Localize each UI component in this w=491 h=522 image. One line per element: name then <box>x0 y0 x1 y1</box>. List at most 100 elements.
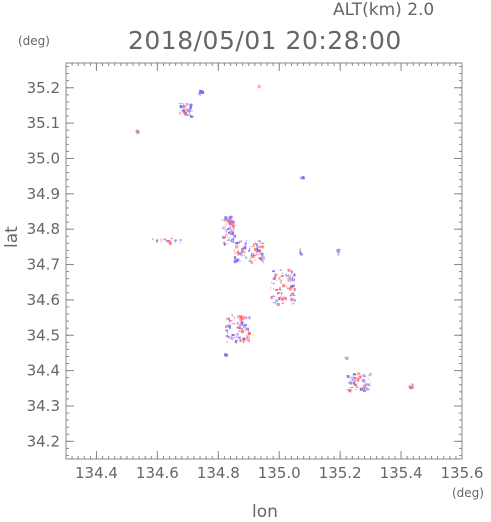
echo-pixel <box>238 245 240 248</box>
echo-pixel <box>346 374 350 378</box>
echo-pixel <box>235 335 237 338</box>
echo-pixel <box>299 248 302 250</box>
echo-pixel <box>290 301 292 303</box>
echo-pixel <box>236 258 239 262</box>
echo-pixel <box>231 323 235 325</box>
echo-pixel <box>229 240 231 242</box>
echo-pixel <box>246 336 248 339</box>
echo-pixel <box>242 251 246 253</box>
echo-pixel <box>232 337 236 339</box>
echo-pixel <box>229 320 233 322</box>
echo-pixel <box>279 269 282 271</box>
echo-pixel <box>233 249 235 252</box>
echo-pixel <box>185 106 187 108</box>
echo-pixel <box>244 254 246 257</box>
echo-pixel <box>179 105 183 109</box>
echo-pixel <box>229 227 232 229</box>
echo-pixel <box>288 276 292 280</box>
echo-pixel <box>291 302 295 305</box>
echo-pixel <box>179 112 182 115</box>
echo-pixel <box>287 275 289 278</box>
echo-pixel <box>355 389 357 391</box>
echo-pixel <box>275 302 277 305</box>
echo-pixel <box>345 356 349 360</box>
echo-pixel <box>275 288 279 291</box>
echo-pixel <box>291 270 293 273</box>
y-tick-label: 35.2 <box>27 79 60 97</box>
echo-pixel <box>279 289 282 291</box>
echo-pixel <box>224 354 227 357</box>
echo-pixel <box>199 92 201 96</box>
echo-pixel <box>247 249 250 252</box>
echo-pixel <box>252 243 254 247</box>
echo-pixel <box>234 340 237 344</box>
echo-pixel <box>280 281 282 284</box>
echo-pixel <box>241 248 244 252</box>
echo-pixel <box>291 271 294 275</box>
echo-pixel <box>359 388 363 391</box>
echo-pixel <box>248 316 251 320</box>
echo-pixel <box>223 242 226 246</box>
echo-pixel <box>257 85 261 89</box>
echo-pixel <box>238 326 241 330</box>
echo-pixel <box>290 281 292 283</box>
echo-pixel <box>290 271 292 273</box>
echo-pixel <box>182 108 185 110</box>
echo-pixel <box>257 245 261 248</box>
echo-pixel <box>229 231 232 235</box>
echo-pixel <box>221 219 225 221</box>
x-tick-label: 135.4 <box>380 464 423 482</box>
echo-pixel <box>259 253 261 255</box>
echo-pixel <box>260 258 263 262</box>
echo-pixel <box>281 276 283 278</box>
echo-pixel <box>360 387 364 389</box>
echo-pixel <box>231 230 235 234</box>
echo-pixel <box>353 376 357 379</box>
echo-pixel <box>187 110 191 112</box>
echo-pixel <box>239 319 242 322</box>
echo-pixel <box>256 247 259 251</box>
echo-pixel <box>152 238 154 241</box>
echo-pixel <box>245 256 248 259</box>
echo-pixel <box>361 378 365 382</box>
echo-pixel <box>354 377 357 379</box>
echo-pixel <box>299 251 301 254</box>
echo-pixel <box>350 382 354 384</box>
echo-pixel <box>287 274 290 276</box>
echo-pixel <box>337 252 340 256</box>
echo-pixel <box>239 260 241 263</box>
echo-pixel <box>293 273 295 277</box>
echo-pixel <box>232 227 234 230</box>
echo-pixel <box>232 241 234 243</box>
echo-pixel <box>233 316 235 320</box>
echo-pixel <box>201 90 205 94</box>
echo-pixel <box>244 245 247 247</box>
echo-pixel <box>227 336 230 338</box>
echo-pixel <box>242 246 244 249</box>
echo-pixel <box>225 325 229 328</box>
echo-pixel <box>281 272 283 274</box>
echo-pixel <box>186 103 190 105</box>
echo-pixel <box>260 245 262 248</box>
echo-pixel <box>287 278 289 282</box>
echo-pixel <box>228 325 231 329</box>
echo-pixel <box>348 389 351 392</box>
echo-pixel <box>262 242 264 244</box>
echo-pixel <box>288 279 290 282</box>
echo-pixel <box>272 302 276 304</box>
echo-pixel <box>155 239 158 243</box>
echo-pixel <box>243 328 245 331</box>
echo-pixel <box>235 241 239 244</box>
echo-pixel <box>224 326 228 328</box>
echo-pixel <box>238 318 242 320</box>
echo-pixel <box>362 386 366 390</box>
echo-pixel <box>365 383 369 386</box>
echo-pixel <box>224 216 228 220</box>
echo-pixel <box>359 375 362 379</box>
echo-pixel <box>287 268 291 272</box>
echo-pixel <box>221 235 223 239</box>
echo-pixel <box>362 384 366 387</box>
echo-pixel <box>276 292 279 295</box>
echo-pixel <box>225 317 229 320</box>
echo-pixel <box>182 110 186 114</box>
